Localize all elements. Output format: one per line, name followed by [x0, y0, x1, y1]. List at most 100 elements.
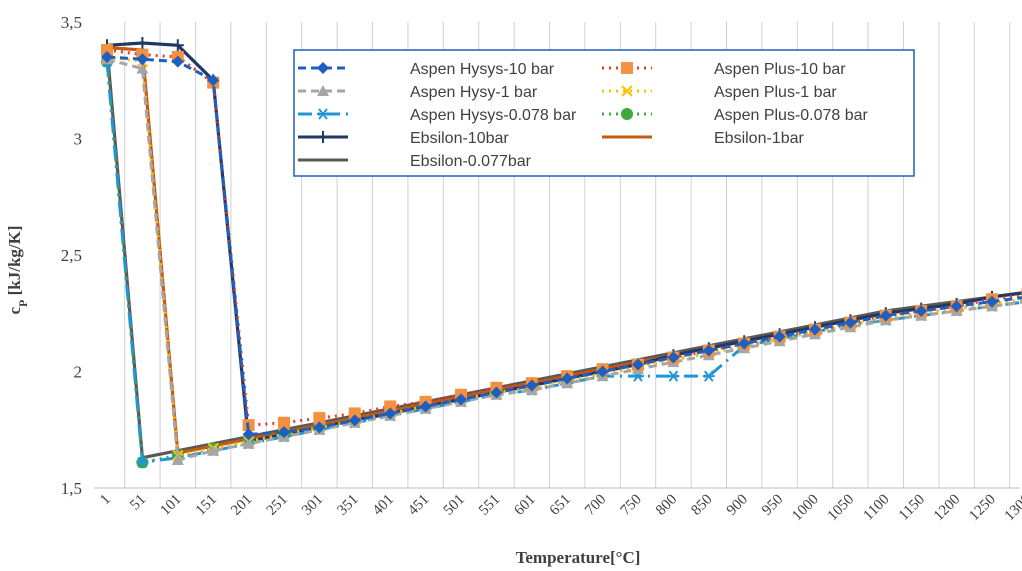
y-axis-title: cP [kJ/kg/K]	[5, 225, 30, 314]
data-point	[348, 407, 361, 420]
y-tick-label: 1,5	[61, 479, 82, 498]
x-tick-label: 700	[582, 492, 609, 519]
data-point	[596, 365, 609, 378]
x-tick-label: 551	[476, 492, 503, 519]
data-point	[702, 344, 715, 357]
legend-marker	[317, 85, 329, 96]
x-tick-label: 850	[688, 492, 715, 519]
data-point	[702, 370, 715, 382]
y-tick-labels: 1,5 2 2,5 3 3,5	[61, 13, 82, 498]
x-tick-label: 401	[370, 492, 397, 519]
data-point	[101, 50, 113, 63]
legend-label: Aspen Plus-1 bar	[714, 84, 837, 101]
legend-marker	[317, 62, 329, 74]
x-tick-label: 501	[441, 492, 468, 519]
x-tick-label: 651	[547, 492, 574, 519]
x-tick-label: 451	[405, 492, 432, 519]
data-point	[171, 454, 184, 466]
data-point	[667, 370, 680, 382]
data-point	[207, 444, 220, 456]
x-tick-label: 351	[334, 492, 361, 519]
legend-label: Ebsilon-1bar	[714, 130, 805, 147]
data-point	[950, 300, 963, 313]
legend-label: Aspen Hysys-0.078 bar	[410, 107, 577, 124]
legend-marker	[621, 85, 633, 97]
data-point	[136, 53, 149, 66]
data-point	[986, 295, 998, 308]
x-tick-label: 950	[759, 492, 786, 519]
data-point	[384, 400, 397, 413]
data-point	[809, 323, 821, 336]
x-tick-label: 201	[228, 492, 255, 519]
data-point	[242, 437, 255, 449]
x-tick-label: 800	[653, 492, 680, 519]
x-tick-label: 1050	[825, 492, 858, 525]
x-tick-label: 1300	[1002, 492, 1022, 525]
data-point	[136, 36, 149, 49]
legend: Aspen Hysys-10 bar Aspen Plus-10 bar Aspen…	[293, 49, 915, 177]
data-point	[136, 62, 149, 74]
legend-items: Aspen Hysys-10 bar Aspen Plus-10 bar Aspen…	[298, 61, 869, 170]
data-point	[525, 379, 538, 392]
data-point	[844, 316, 857, 329]
data-point	[773, 330, 786, 343]
x-tick-label: 51	[127, 492, 149, 514]
data-point	[490, 386, 503, 399]
legend-label: Aspen Plus-0.078 bar	[714, 107, 869, 124]
legend-item: Aspen Plus-10 bar	[602, 61, 846, 78]
legend-item: Aspen Hysys-10 bar	[298, 61, 555, 78]
legend-label: Aspen Hysy-1 bar	[410, 84, 538, 101]
legend-item: Aspen Plus-1 bar	[602, 84, 837, 101]
legend-label: Ebsilon-10bar	[410, 130, 509, 147]
y-axis-title-units: [kJ/kg/K]	[5, 225, 24, 299]
data-point	[278, 426, 290, 439]
x-tick-labels: 1 51 101 151 201 251 301 351 401 451 501 551 601 651 7…	[97, 492, 1022, 525]
x-tick-label: 1250	[966, 492, 999, 525]
data-point	[879, 309, 892, 322]
data-point	[171, 55, 184, 68]
legend-label: Ebsilon-0.077bar	[410, 153, 532, 170]
series-line	[105, 61, 1022, 465]
data-point	[667, 351, 680, 364]
x-axis-title: Temperature[°C]	[516, 548, 641, 567]
legend-item: Ebsilon-0.077bar	[298, 153, 532, 170]
y-tick-label: 3	[74, 130, 83, 149]
legend-marker	[621, 108, 633, 120]
legend-item: Aspen Plus-0.078 bar	[602, 107, 869, 124]
series-0	[101, 50, 1022, 441]
y-axis-title-sub: P	[16, 300, 30, 307]
data-point	[384, 407, 397, 420]
data-point	[242, 428, 255, 441]
y-tick-label: 2	[74, 363, 83, 382]
legend-item: Ebsilon-10bar	[298, 130, 509, 147]
legend-label: Aspen Hysys-10 bar	[410, 61, 555, 78]
x-tick-label: 750	[618, 492, 645, 519]
data-point	[171, 39, 184, 52]
y-tick-label: 2,5	[61, 246, 82, 265]
legend-item: Aspen Hysy-1 bar	[298, 84, 538, 101]
legend-marker	[317, 131, 329, 143]
legend-marker	[621, 62, 633, 74]
series-layer	[101, 36, 1022, 469]
x-tick-label: 601	[511, 492, 538, 519]
data-point	[419, 400, 432, 413]
data-point	[632, 358, 644, 371]
y-axis-title-main: c	[5, 307, 24, 315]
data-point	[278, 416, 290, 429]
x-tick-label: 1	[97, 492, 114, 509]
legend-item: Ebsilon-1bar	[602, 130, 805, 147]
x-tick-label: 900	[724, 492, 751, 519]
x-tick-label: 1100	[860, 492, 892, 524]
x-tick-label: 301	[299, 492, 326, 519]
data-point	[136, 456, 149, 468]
data-point	[915, 304, 928, 317]
x-tick-label: 1000	[789, 492, 822, 525]
data-point	[313, 421, 326, 434]
legend-item: Aspen Hysys-0.078 bar	[298, 107, 577, 124]
data-point	[455, 393, 467, 406]
data-point	[101, 43, 113, 56]
x-tick-label: 151	[193, 492, 220, 519]
data-point	[561, 372, 574, 385]
data-point	[313, 412, 326, 425]
